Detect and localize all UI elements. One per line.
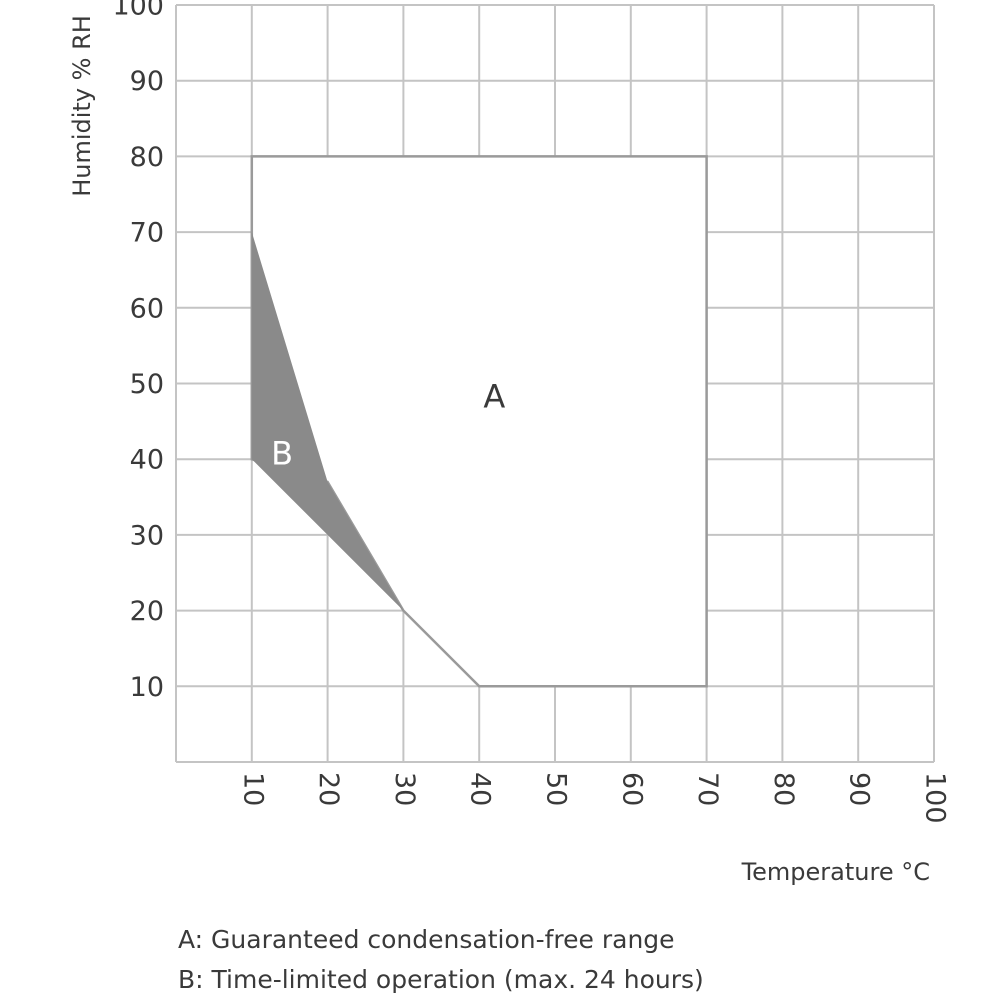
region-labels: AB bbox=[271, 378, 505, 473]
region-label-b: B bbox=[271, 434, 293, 472]
y-tick-label-50: 50 bbox=[130, 369, 164, 400]
x-tick-label-90: 90 bbox=[844, 772, 875, 806]
y-tick-label-30: 30 bbox=[130, 520, 164, 551]
legend-item-a: A: Guaranteed condensation-free range bbox=[178, 925, 675, 954]
y-tick-label-90: 90 bbox=[130, 66, 164, 97]
y-tick-label-10: 10 bbox=[130, 672, 164, 703]
y-tick-label-60: 60 bbox=[130, 293, 164, 324]
x-tick-label-50: 50 bbox=[541, 772, 572, 806]
y-tick-label-70: 70 bbox=[130, 218, 164, 249]
region-a bbox=[250, 155, 708, 688]
x-tick-label-40: 40 bbox=[465, 772, 496, 806]
x-tick-label-70: 70 bbox=[692, 772, 723, 806]
x-axis-title: Temperature °C bbox=[741, 858, 930, 886]
y-tick-label-100: 100 bbox=[112, 0, 164, 22]
y-tick-label-40: 40 bbox=[130, 445, 164, 476]
y-tick-label-80: 80 bbox=[130, 142, 164, 173]
x-tick-labels: 10 20 30 40 50 60 70 80 90 100 bbox=[237, 772, 950, 824]
legend: A: Guaranteed condensation-free range B:… bbox=[178, 920, 704, 1000]
x-tick-label-60: 60 bbox=[616, 772, 647, 806]
region-label-a: A bbox=[483, 378, 505, 416]
y-axis-title: Humidity % RH bbox=[68, 15, 96, 197]
x-tick-label-10: 10 bbox=[237, 772, 268, 806]
x-tick-label-30: 30 bbox=[389, 772, 420, 806]
y-tick-label-20: 20 bbox=[130, 596, 164, 627]
legend-item-b: B: Time-limited operation (max. 24 hours… bbox=[178, 965, 704, 994]
x-tick-label-20: 20 bbox=[313, 772, 344, 806]
x-tick-label-100: 100 bbox=[920, 772, 951, 824]
x-tick-label-80: 80 bbox=[768, 772, 799, 806]
y-tick-labels: 10 20 30 40 50 60 70 80 90 100 bbox=[112, 0, 164, 703]
regions bbox=[250, 155, 708, 688]
region-b bbox=[251, 232, 404, 611]
